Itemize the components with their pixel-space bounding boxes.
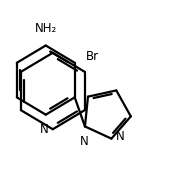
Text: Br: Br — [86, 50, 99, 63]
Text: N: N — [40, 123, 48, 136]
Text: N: N — [80, 135, 89, 148]
Text: N: N — [116, 130, 125, 143]
Text: NH₂: NH₂ — [35, 23, 57, 35]
